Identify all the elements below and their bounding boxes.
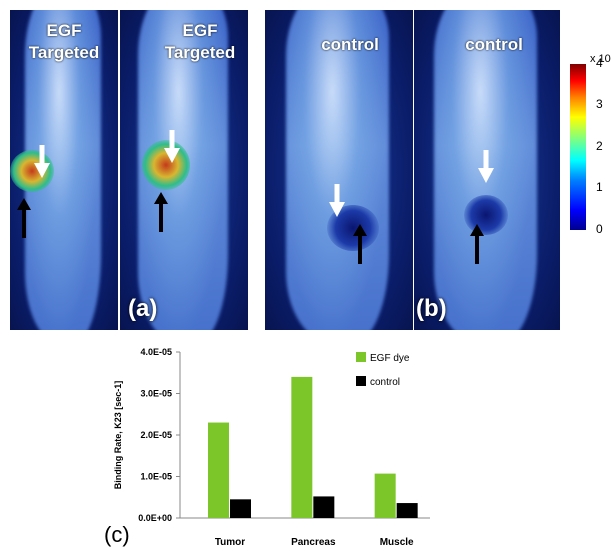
white-arrow-icon bbox=[164, 130, 180, 163]
bar-chart: 0.0E+00 1.0E-05 2.0E-05 3.0E-05 4.0E-05 Bindi… bbox=[113, 347, 430, 548]
panel-label: EGF Targeted bbox=[150, 20, 248, 64]
tumor-region bbox=[10, 150, 54, 192]
panel-label: EGF Targeted bbox=[10, 20, 118, 64]
y-tick-label: 3.0E-05 bbox=[140, 389, 172, 399]
bar-control bbox=[230, 499, 251, 518]
colorbar-tick: 2 bbox=[596, 139, 603, 153]
bar-egf-dye bbox=[208, 422, 229, 518]
white-arrow-icon bbox=[478, 150, 494, 183]
panel-label-line2: Targeted bbox=[164, 43, 236, 62]
bar-control bbox=[313, 496, 335, 518]
x-tick-label: Muscle bbox=[380, 537, 414, 548]
panel-letter-b: (b) bbox=[416, 295, 447, 322]
black-arrow-icon bbox=[154, 192, 168, 232]
chart-panel-label: (c) bbox=[104, 522, 130, 547]
image-panel-egf-1: EGF Targeted bbox=[10, 10, 118, 330]
image-panel-control-1: control bbox=[265, 10, 413, 330]
black-arrow-icon bbox=[17, 198, 31, 238]
legend-label: control bbox=[370, 377, 400, 388]
colorbar-tick: 1 bbox=[596, 180, 603, 194]
y-tick-label: 2.0E-05 bbox=[140, 430, 172, 440]
colorbar-tick: 4 bbox=[596, 56, 603, 70]
y-axis-title: Binding Rate, K23 [sec-1] bbox=[113, 381, 123, 490]
tumor-region bbox=[464, 195, 508, 235]
bar-control bbox=[396, 503, 418, 518]
black-arrow-icon bbox=[470, 224, 484, 264]
panel-label-line2: Targeted bbox=[28, 43, 100, 62]
white-arrow-icon bbox=[34, 145, 50, 178]
bar-egf-dye bbox=[291, 376, 313, 518]
panel-letter-a: (a) bbox=[128, 295, 158, 322]
y-tick-label: 4.0E-05 bbox=[140, 347, 172, 357]
body-silhouette bbox=[285, 10, 390, 330]
legend-label: EGF dye bbox=[370, 353, 410, 364]
colorbar-exponent: x 10⁻⁵ bbox=[590, 53, 611, 65]
panel-label: control bbox=[300, 34, 400, 56]
white-arrow-icon bbox=[329, 184, 345, 217]
legend-swatch bbox=[356, 376, 366, 386]
bar-egf-dye bbox=[374, 473, 396, 518]
panel-label-line1: control bbox=[321, 35, 379, 54]
panel-label: control bbox=[444, 34, 544, 56]
panel-label-line1: control bbox=[465, 35, 523, 54]
panel-label-line1: EGF bbox=[182, 21, 218, 40]
panel-label-line1: EGF bbox=[46, 21, 82, 40]
colorbar-tick: 0 bbox=[596, 222, 603, 236]
legend-swatch bbox=[356, 352, 366, 362]
y-tick-label: 1.0E-05 bbox=[140, 472, 172, 482]
black-arrow-icon bbox=[353, 224, 367, 264]
image-panel-egf-2: EGF Targeted (a) bbox=[120, 10, 248, 330]
x-tick-label: Tumor bbox=[215, 537, 245, 548]
image-panel-control-2: control (b) bbox=[414, 10, 560, 330]
x-tick-label: Pancreas bbox=[291, 537, 336, 548]
colorbar-tick: 3 bbox=[596, 97, 603, 111]
y-tick-label: 0.0E+00 bbox=[138, 513, 172, 523]
colorbar bbox=[570, 64, 586, 230]
